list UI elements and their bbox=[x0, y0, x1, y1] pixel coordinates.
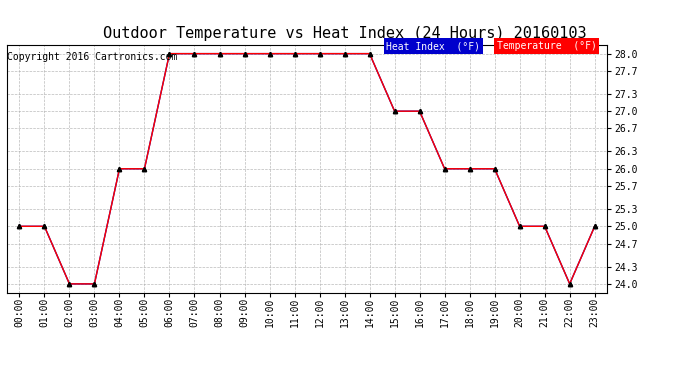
Text: Copyright 2016 Cartronics.com: Copyright 2016 Cartronics.com bbox=[7, 53, 177, 63]
Text: Heat Index  (°F): Heat Index (°F) bbox=[386, 41, 480, 51]
Text: Temperature  (°F): Temperature (°F) bbox=[497, 41, 597, 51]
Text: Outdoor Temperature vs Heat Index (24 Hours) 20160103: Outdoor Temperature vs Heat Index (24 Ho… bbox=[104, 26, 586, 41]
